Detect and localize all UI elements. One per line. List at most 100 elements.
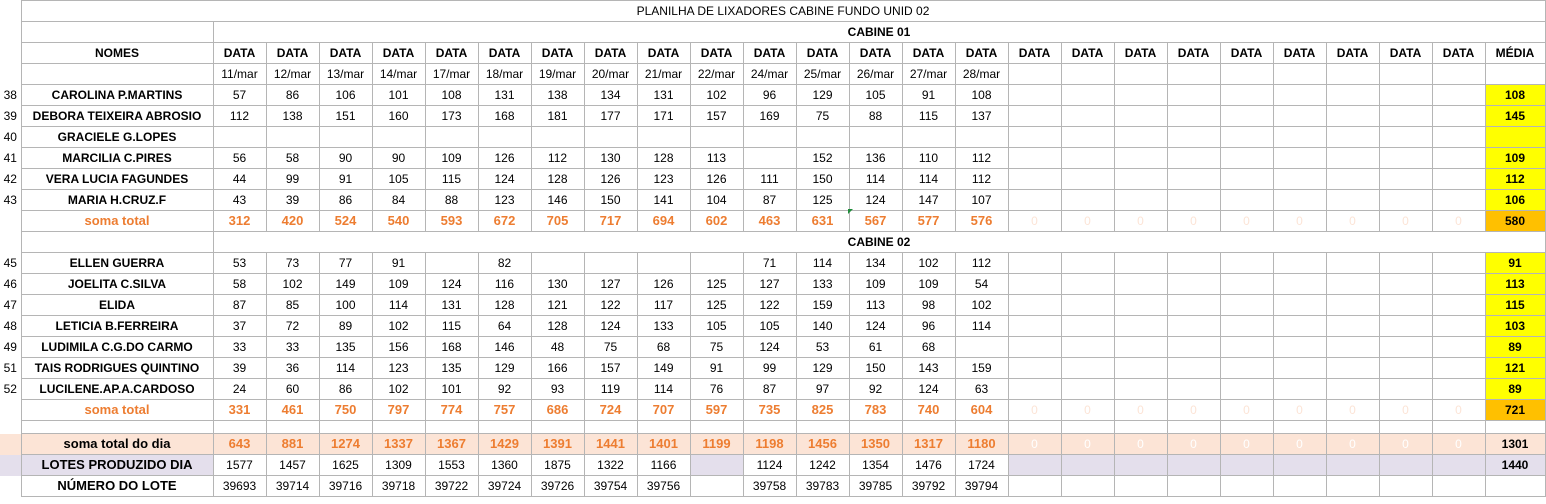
value-cell[interactable]: [848, 126, 903, 148]
value-cell[interactable]: 58: [212, 273, 267, 295]
value-cell[interactable]: [1431, 294, 1486, 316]
value-cell[interactable]: 135: [424, 357, 479, 379]
value-cell[interactable]: [1272, 294, 1327, 316]
numero-lote-value[interactable]: 39722: [424, 475, 479, 497]
sum-value[interactable]: 602: [689, 210, 744, 232]
sum-value[interactable]: 0: [1219, 210, 1274, 232]
value-cell[interactable]: [1113, 84, 1168, 106]
day-total-value[interactable]: 1391: [530, 433, 585, 455]
value-cell[interactable]: 112: [954, 168, 1009, 190]
day-total-value[interactable]: 1456: [795, 433, 850, 455]
value-cell[interactable]: [1272, 147, 1327, 169]
date-value[interactable]: 24/mar: [742, 63, 797, 85]
value-cell[interactable]: 168: [477, 105, 532, 127]
value-cell[interactable]: 64: [477, 315, 532, 337]
lotes-value[interactable]: 1322: [583, 454, 638, 476]
sum-label[interactable]: soma total: [20, 399, 214, 421]
value-cell[interactable]: [1060, 189, 1115, 211]
worker-name[interactable]: MARCILIA C.PIRES: [20, 147, 214, 169]
value-cell[interactable]: 181: [530, 105, 585, 127]
value-cell[interactable]: [1113, 105, 1168, 127]
empty-cell[interactable]: [1113, 420, 1168, 434]
value-cell[interactable]: 168: [424, 336, 479, 358]
value-cell[interactable]: 110: [901, 147, 956, 169]
empty-cell[interactable]: [1484, 63, 1546, 85]
value-cell[interactable]: [1060, 252, 1115, 274]
media-cell[interactable]: 89: [1484, 378, 1546, 400]
value-cell[interactable]: 128: [636, 147, 691, 169]
date-header[interactable]: DATA: [318, 42, 373, 64]
day-total-media[interactable]: 1301: [1484, 433, 1546, 455]
lotes-value[interactable]: 1242: [795, 454, 850, 476]
empty-cell[interactable]: [1325, 420, 1380, 434]
day-total-value[interactable]: 0: [1219, 433, 1274, 455]
value-cell[interactable]: 131: [636, 84, 691, 106]
value-cell[interactable]: 112: [954, 147, 1009, 169]
lotes-value[interactable]: 1457: [265, 454, 320, 476]
value-cell[interactable]: 105: [742, 315, 797, 337]
empty-cell[interactable]: [901, 420, 956, 434]
value-cell[interactable]: [1113, 126, 1168, 148]
value-cell[interactable]: [1378, 126, 1433, 148]
value-cell[interactable]: 125: [795, 189, 850, 211]
sum-value[interactable]: 576: [954, 210, 1009, 232]
sum-value[interactable]: 735: [742, 399, 797, 421]
empty-cell[interactable]: [1378, 420, 1433, 434]
value-cell[interactable]: [1272, 336, 1327, 358]
lotes-value[interactable]: 1124: [742, 454, 797, 476]
numero-lote-value[interactable]: 39714: [265, 475, 320, 497]
value-cell[interactable]: [1378, 273, 1433, 295]
value-cell[interactable]: 115: [901, 105, 956, 127]
lotes-value[interactable]: 1553: [424, 454, 479, 476]
row-number[interactable]: [0, 475, 22, 497]
sum-value[interactable]: 0: [1219, 399, 1274, 421]
value-cell[interactable]: [1007, 378, 1062, 400]
lotes-value[interactable]: 1577: [212, 454, 267, 476]
value-cell[interactable]: 149: [318, 273, 373, 295]
value-cell[interactable]: [1378, 357, 1433, 379]
day-total-value[interactable]: 1429: [477, 433, 532, 455]
value-cell[interactable]: [1272, 126, 1327, 148]
date-header[interactable]: DATA: [689, 42, 744, 64]
day-total-label[interactable]: soma total do dia: [20, 433, 214, 455]
sum-value[interactable]: 717: [583, 210, 638, 232]
sum-value[interactable]: 0: [1166, 210, 1221, 232]
value-cell[interactable]: [1431, 84, 1486, 106]
value-cell[interactable]: 115: [424, 168, 479, 190]
worker-name[interactable]: GRACIELE G.LOPES: [20, 126, 214, 148]
date-value[interactable]: 17/mar: [424, 63, 479, 85]
value-cell[interactable]: [530, 126, 585, 148]
lotes-value[interactable]: 1476: [901, 454, 956, 476]
empty-cell[interactable]: [318, 420, 373, 434]
value-cell[interactable]: 86: [265, 84, 320, 106]
sum-value[interactable]: 461: [265, 399, 320, 421]
value-cell[interactable]: [1113, 336, 1168, 358]
value-cell[interactable]: 99: [265, 168, 320, 190]
value-cell[interactable]: [689, 126, 744, 148]
lotes-media[interactable]: 1440: [1484, 454, 1546, 476]
lotes-value[interactable]: [1219, 454, 1274, 476]
value-cell[interactable]: 122: [742, 294, 797, 316]
value-cell[interactable]: 123: [636, 168, 691, 190]
value-cell[interactable]: 108: [954, 84, 1009, 106]
value-cell[interactable]: [1378, 378, 1433, 400]
value-cell[interactable]: [1113, 357, 1168, 379]
value-cell[interactable]: 101: [371, 84, 426, 106]
value-cell[interactable]: [583, 252, 638, 274]
sum-value[interactable]: 707: [636, 399, 691, 421]
value-cell[interactable]: [1007, 273, 1062, 295]
day-total-value[interactable]: 1350: [848, 433, 903, 455]
value-cell[interactable]: 137: [954, 105, 1009, 127]
sum-value[interactable]: 0: [1378, 399, 1433, 421]
value-cell[interactable]: 111: [742, 168, 797, 190]
empty-cell[interactable]: [424, 420, 479, 434]
value-cell[interactable]: [1007, 168, 1062, 190]
value-cell[interactable]: 129: [477, 357, 532, 379]
day-total-value[interactable]: 0: [1378, 433, 1433, 455]
date-value[interactable]: [1219, 63, 1274, 85]
day-total-value[interactable]: 1317: [901, 433, 956, 455]
row-number[interactable]: [0, 399, 22, 421]
date-value[interactable]: 25/mar: [795, 63, 850, 85]
value-cell[interactable]: 75: [689, 336, 744, 358]
numero-lote-value[interactable]: [1166, 475, 1221, 497]
